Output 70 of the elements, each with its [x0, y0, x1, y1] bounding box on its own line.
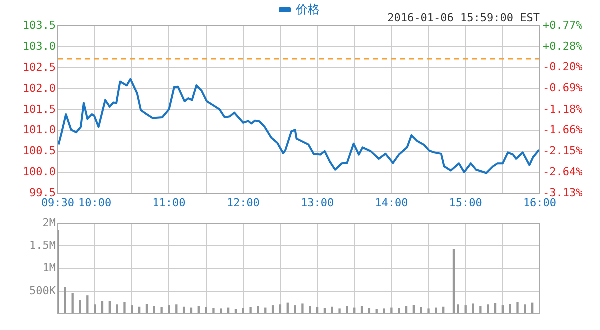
- bar: [176, 304, 178, 314]
- x-tick-label: 10:00: [78, 196, 112, 210]
- bar: [368, 308, 371, 314]
- x-tick-label: 13:00: [300, 196, 334, 210]
- y2-tick-label: -0.20%: [543, 60, 584, 74]
- bar: [516, 302, 519, 314]
- bar: [86, 296, 89, 314]
- y-tick-label: 100.0: [22, 166, 56, 179]
- bar: [452, 249, 456, 314]
- y-tick-label: 102.5: [22, 60, 56, 74]
- bar: [509, 304, 512, 314]
- bar: [79, 300, 82, 314]
- x-tick-label: 09:30: [41, 196, 75, 210]
- bar: [116, 304, 118, 314]
- bar: [398, 308, 400, 314]
- bar: [160, 307, 163, 314]
- y-tick-label: 101.5: [22, 102, 56, 116]
- bar: [428, 308, 430, 314]
- bar: [294, 306, 296, 314]
- bar: [220, 308, 222, 314]
- bar: [302, 304, 304, 314]
- y-tick-label: 1.5M: [30, 239, 56, 252]
- y2-tick-label: -1.66%: [543, 123, 584, 136]
- bar: [168, 306, 170, 314]
- bar: [279, 304, 282, 314]
- y2-tick-label: +0.77%: [543, 18, 584, 32]
- y2-tick-label: -0.69%: [543, 82, 584, 95]
- bar: [487, 304, 490, 314]
- bar: [383, 308, 386, 314]
- y2-tick-label: -2.64%: [543, 166, 584, 179]
- x-tick-label: 12:00: [226, 196, 260, 210]
- bar: [108, 301, 111, 314]
- bar: [472, 304, 474, 314]
- bar: [324, 308, 326, 314]
- bar: [101, 301, 104, 314]
- y-tick-label: 103.0: [22, 40, 56, 53]
- bar: [212, 308, 215, 314]
- bar: [346, 306, 348, 314]
- y-tick-label: 101.0: [22, 124, 56, 137]
- y-tick-label: 500K: [30, 284, 56, 298]
- bar: [94, 304, 96, 314]
- bar: [242, 308, 244, 314]
- y-tick-label: 103.5: [22, 18, 56, 32]
- bar: [72, 293, 74, 314]
- y-tick-label: 100.5: [22, 144, 56, 158]
- y-tick-label: 1M: [42, 262, 56, 275]
- y-tick-label: 2M: [42, 216, 56, 230]
- bar: [480, 306, 482, 314]
- y-tick-label: 102.0: [22, 82, 56, 95]
- x-tick-label: 14:00: [375, 196, 408, 210]
- bar: [64, 287, 66, 314]
- bar: [257, 306, 260, 314]
- y2-tick-label: -2.15%: [543, 144, 584, 158]
- bar: [124, 302, 126, 314]
- bar: [376, 309, 378, 314]
- bar: [234, 309, 238, 314]
- y2-tick-label: -1.18%: [543, 102, 584, 116]
- bar: [338, 308, 341, 314]
- bar: [524, 304, 526, 314]
- bar: [205, 307, 208, 314]
- bar: [250, 307, 252, 314]
- bar: [435, 308, 438, 314]
- bar: [457, 304, 460, 314]
- y2-tick-label: +0.28%: [543, 40, 584, 53]
- bar: [390, 308, 393, 314]
- bar: [146, 304, 148, 314]
- text: 2016-01-06 15:59:00 EST: [388, 11, 540, 24]
- legend-label: 价格: [295, 2, 320, 16]
- x-tick-label: 15:00: [449, 196, 482, 210]
- x-tick-label: 11:00: [152, 196, 186, 210]
